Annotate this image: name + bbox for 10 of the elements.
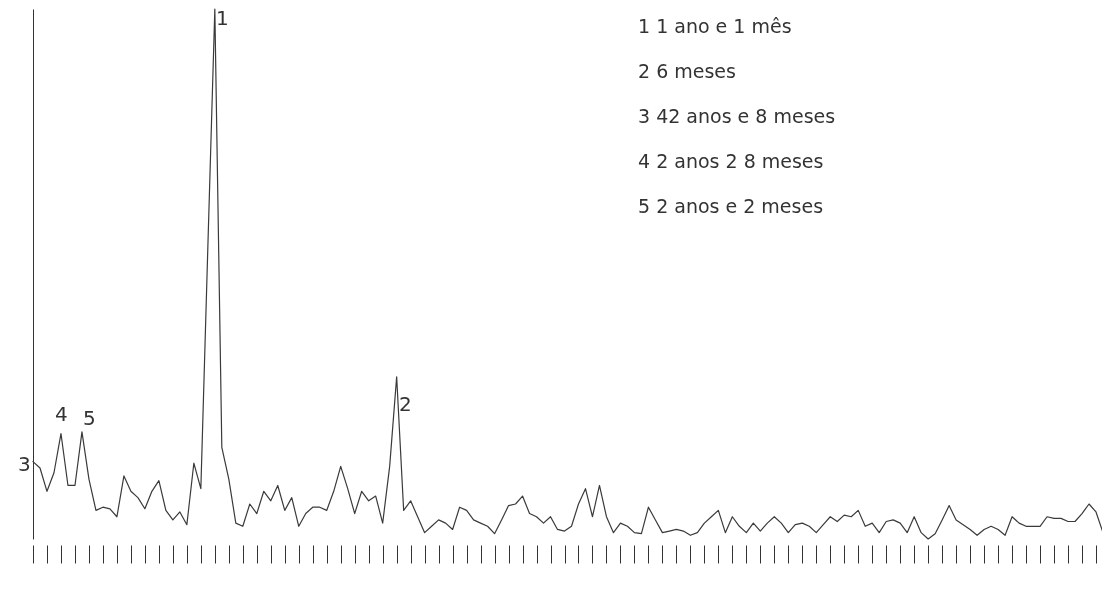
annotation: 4 [55, 402, 68, 426]
annotation: 1 1 ano e 1 mês [638, 15, 792, 37]
annotation: 2 6 meses [638, 60, 736, 82]
annotation: 4 2 anos 2 8 meses [638, 150, 824, 172]
annotation: 5 2 anos e 2 meses [638, 195, 824, 217]
annotation: 1 [216, 6, 229, 30]
annotation: 2 [399, 392, 412, 416]
annotation: 3 42 anos e 8 meses [638, 105, 836, 127]
annotation: 5 [83, 406, 96, 430]
annotation: 3 [18, 452, 31, 476]
